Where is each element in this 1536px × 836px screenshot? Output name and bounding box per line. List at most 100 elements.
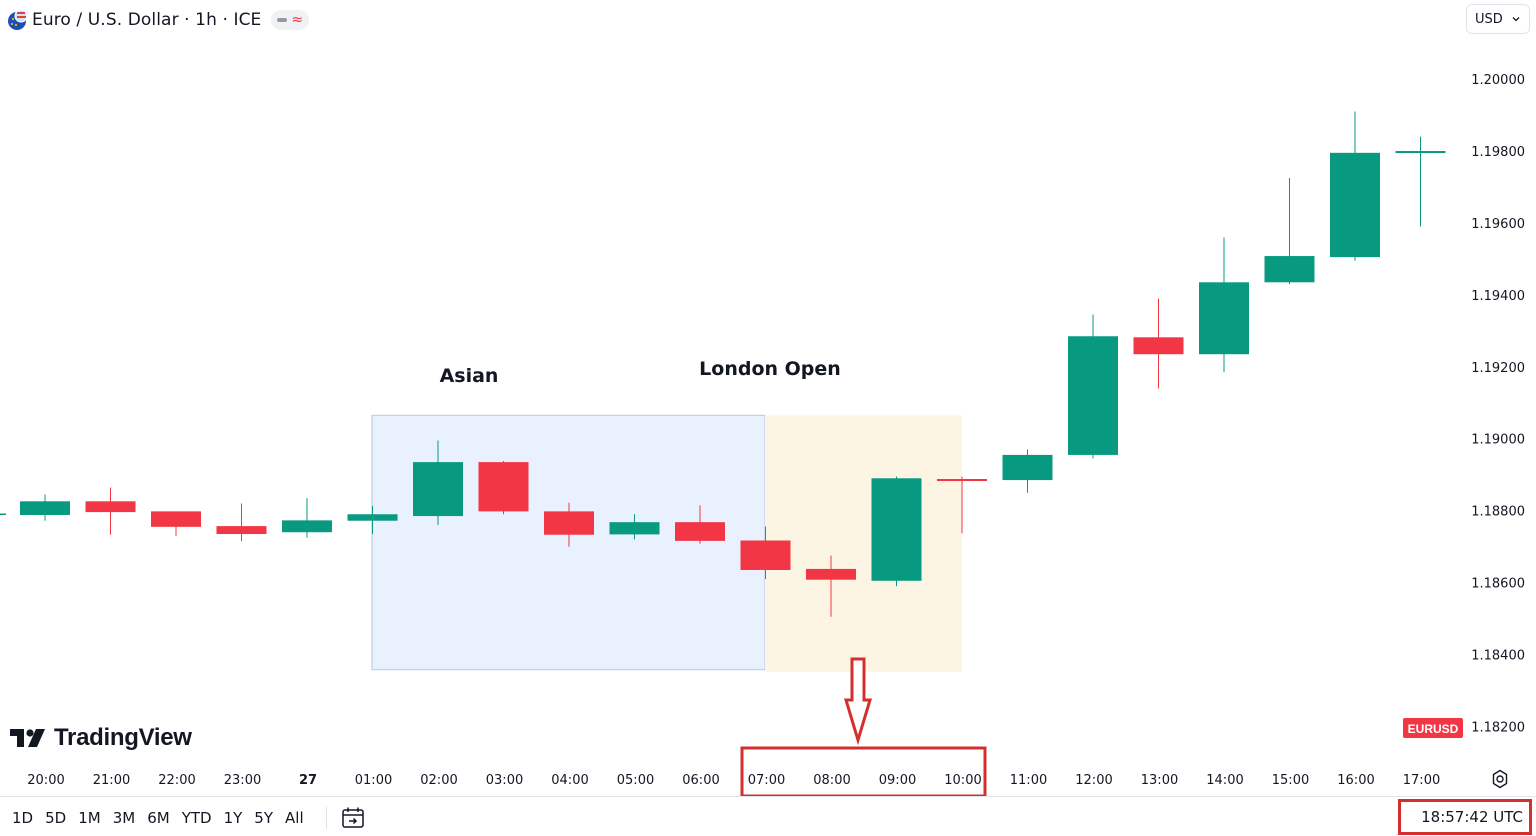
x-tick-label: 04:00 — [551, 773, 588, 788]
x-tick-label: 05:00 — [617, 773, 654, 788]
candle-1500[interactable] — [1264, 178, 1315, 285]
x-tick-label: 27 — [299, 773, 317, 788]
x-tick-label: 17:00 — [1403, 773, 1440, 788]
candle-0300[interactable] — [478, 461, 529, 515]
x-tick-label: 03:00 — [486, 773, 523, 788]
settings-icon[interactable] — [1489, 768, 1511, 790]
candle-body — [85, 501, 136, 513]
symbol-badge: EURUSD — [1408, 722, 1459, 736]
y-tick-label: 1.18200 — [1471, 720, 1525, 735]
candle-body — [740, 540, 791, 570]
x-tick-label: 08:00 — [813, 773, 850, 788]
eu-us-flag-icon — [8, 9, 28, 30]
london-time-highlight-box — [740, 746, 987, 796]
tradingview-logo[interactable]: TradingView — [10, 720, 192, 756]
y-tick-label: 1.19800 — [1471, 145, 1525, 160]
candle-body — [151, 511, 201, 527]
utc-clock-text: 18:57:42 UTC — [1421, 808, 1523, 826]
range-button-6m[interactable]: 6M — [147, 809, 170, 827]
candle-body — [1133, 337, 1184, 355]
candle-body — [478, 462, 529, 512]
candle-body — [413, 462, 463, 517]
symbol-title[interactable]: Euro / U.S. Dollar · 1h · ICE — [32, 10, 262, 30]
candle-body — [1395, 151, 1446, 154]
x-tick-label: 01:00 — [355, 773, 392, 788]
y-tick-label: 1.19200 — [1471, 361, 1525, 376]
candle-body — [1199, 282, 1249, 355]
toolbar-divider — [326, 807, 327, 829]
y-tick-label: 1.18600 — [1471, 577, 1525, 592]
range-button-1d[interactable]: 1D — [12, 809, 34, 827]
candle-1100[interactable] — [1002, 449, 1053, 493]
range-button-1m[interactable]: 1M — [78, 809, 101, 827]
x-tick-label: 10:00 — [944, 773, 981, 788]
delayed-data-icon: ≈ — [291, 12, 304, 28]
x-tick-label: 12:00 — [1075, 773, 1112, 788]
candle-0800[interactable] — [806, 555, 856, 617]
x-tick-label: 06:00 — [682, 773, 719, 788]
candle-2300[interactable] — [216, 503, 267, 542]
candle-body — [1068, 336, 1118, 455]
candle-0700[interactable] — [740, 526, 791, 579]
candle-body — [871, 478, 922, 581]
candle-body — [609, 522, 660, 535]
candle-body — [20, 501, 70, 515]
candle-body — [216, 526, 267, 535]
range-button-ytd[interactable]: YTD — [181, 809, 212, 827]
symbol-badge-bg — [1403, 718, 1463, 738]
range-button-5d[interactable]: 5D — [45, 809, 67, 827]
candle-1200[interactable] — [1068, 314, 1118, 459]
candle-1300[interactable] — [1133, 298, 1184, 389]
candle-body — [806, 568, 856, 580]
y-tick-label: 1.18400 — [1471, 649, 1525, 664]
x-tick-label: 15:00 — [1272, 773, 1309, 788]
candle-27[interactable] — [282, 498, 332, 538]
candle-body — [1330, 152, 1380, 258]
tradingview-logo-text: TradingView — [54, 724, 192, 751]
candle-2000[interactable] — [20, 494, 70, 521]
candle-0900[interactable] — [871, 476, 922, 587]
candle-1600[interactable] — [1330, 111, 1380, 261]
candle-body — [544, 511, 594, 535]
price-chart[interactable]: Asian London Open 1.20000 1.19800 1.19600 1.… — [0, 0, 1536, 796]
calendar-goto-icon[interactable] — [340, 805, 366, 831]
candle-body — [937, 479, 987, 482]
zone-london-open[interactable] — [765, 415, 962, 672]
candle-1400[interactable] — [1199, 237, 1249, 373]
candle-2200[interactable] — [151, 511, 201, 536]
candle-0200[interactable] — [413, 440, 463, 526]
down-arrow-annotation — [843, 657, 873, 746]
candle-2100[interactable] — [85, 487, 136, 535]
y-tick-label: 1.20000 — [1471, 73, 1525, 88]
x-tick-label: 13:00 — [1141, 773, 1178, 788]
x-tick-label: 11:00 — [1010, 773, 1047, 788]
x-tick-label: 22:00 — [158, 773, 195, 788]
market-closed-icon — [277, 18, 288, 22]
range-button-all[interactable]: All — [285, 809, 304, 827]
zone-label-asian: Asian — [440, 365, 499, 387]
candle-1000[interactable] — [937, 476, 987, 534]
zone-label-london-open: London Open — [699, 358, 841, 380]
y-tick-label: 1.19000 — [1471, 433, 1525, 448]
chevron-down-icon — [1512, 17, 1520, 22]
range-button-1y[interactable]: 1Y — [223, 809, 243, 827]
candle-body — [282, 520, 332, 533]
tradingview-logo-icon — [10, 729, 45, 747]
candle-0600[interactable] — [675, 505, 725, 544]
candle-0500[interactable] — [609, 514, 660, 540]
candle-body — [347, 514, 398, 521]
candle-0400[interactable] — [544, 502, 594, 547]
candle-1700[interactable] — [1395, 136, 1446, 227]
currency-select[interactable]: USD — [1466, 4, 1530, 34]
range-button-5y[interactable]: 5Y — [254, 809, 274, 827]
range-button-group: 1D 5D 1M 3M 6M YTD 1Y 5Y All — [6, 805, 310, 831]
x-tick-label: 07:00 — [748, 773, 785, 788]
bottom-toolbar: 1D 5D 1M 3M 6M YTD 1Y 5Y All 18:57:42 UT… — [0, 796, 1536, 836]
utc-clock[interactable]: 18:57:42 UTC — [1398, 799, 1532, 835]
market-status-pill[interactable]: ≈ — [271, 10, 310, 30]
candle-0100[interactable] — [347, 505, 398, 535]
x-tick-label: 02:00 — [420, 773, 457, 788]
range-button-3m[interactable]: 3M — [112, 809, 136, 827]
y-tick-label: 1.19600 — [1471, 217, 1525, 232]
y-tick-label: 1.19400 — [1471, 289, 1525, 304]
